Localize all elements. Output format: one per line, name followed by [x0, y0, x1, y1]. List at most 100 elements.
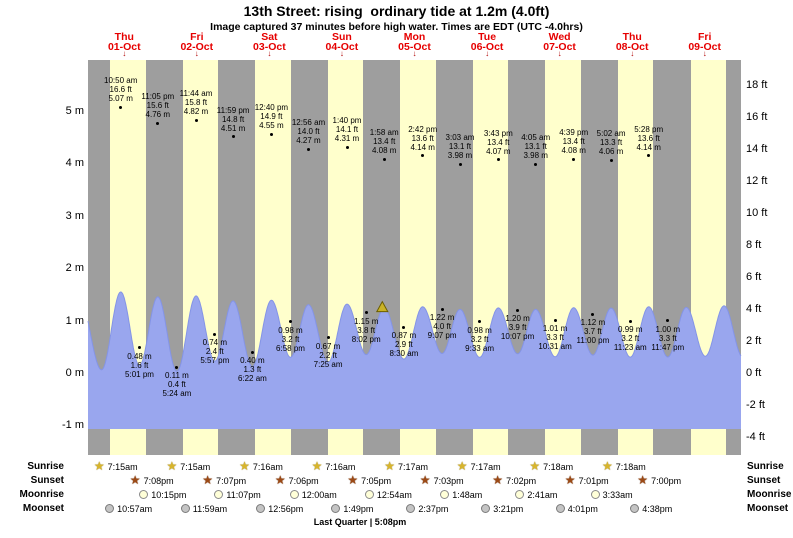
moonset-moon-icon [256, 504, 266, 513]
moonset-entry: 4:01pm [555, 502, 598, 515]
day-label: Tue 06-Oct [471, 31, 504, 53]
annotation-line: 3.2 ft [621, 334, 640, 344]
tide-low-annotation: 0.74 m 2.4 ft 5:57 pm [200, 338, 229, 365]
moonset-entry: 11:59am [180, 502, 227, 515]
sunset-entry: ★ 7:01pm [565, 474, 609, 487]
annotation-line: 4.08 m [561, 146, 586, 155]
moonrise-entry: 12:00am [289, 488, 337, 501]
annotation-line: 0.74 m [202, 338, 228, 348]
day-band [400, 60, 436, 455]
tide-low-annotation: 0.40 m 1.3 ft 6:22 am [238, 356, 267, 383]
sunrise-star-icon: ★ [384, 459, 395, 473]
page-title: 13th Street: rising ordinary tide at 1.2… [243, 3, 550, 19]
tide-extreme-dot [364, 311, 368, 315]
moonset-entry: 3:21pm [481, 502, 523, 515]
moonrise-entry: 2:41am [515, 488, 557, 501]
sunset-star-icon: ★ [129, 473, 141, 487]
sunrise-time: 7:15am [107, 461, 138, 472]
annotation-line: 10:50 am [104, 76, 138, 86]
y-axis-label-ft: -4 ft [746, 431, 765, 443]
tide-extreme-dot [231, 135, 235, 138]
moonset-time: 2:37pm [418, 503, 449, 514]
sunset-time: 7:08pm [143, 475, 174, 486]
day-label-date: 04-Oct [325, 41, 359, 53]
moonset-entry: 2:37pm [406, 502, 448, 515]
day-label-dow: Wed [548, 31, 571, 43]
tide-high-annotation: 4:39 pm 13.4 ft 4.08 m [559, 128, 588, 155]
moon-phase-label: Last Quarter | 5:08pm [313, 517, 407, 527]
day-label-date: 07-Oct [543, 41, 576, 53]
annotation-line: 5:28 pm [634, 124, 664, 134]
annotation-line: 14.8 ft [221, 114, 245, 124]
moonrise-time: 11:07pm [226, 489, 261, 500]
annotation-line: 3.98 m [447, 151, 473, 161]
annotation-line: 1.20 m [505, 314, 530, 324]
sunset-entry: ★ 7:00pm [637, 474, 681, 487]
sunset-entry: ★ 7:06pm [275, 474, 319, 487]
day-arrow-icon: ↓ [557, 49, 562, 58]
sunset-star-icon: ★ [202, 473, 214, 487]
annotation-line: 13.1 ft [448, 142, 472, 152]
sunrise-entry: ★ 7:15am [167, 460, 211, 473]
tide-extreme-dot [269, 132, 273, 136]
annotation-line: 12:56 am [291, 118, 326, 128]
annotation-line: 3.7 ft [583, 327, 602, 337]
annotation-line: 6:58 pm [276, 343, 305, 353]
annotation-line: 16.6 ft [109, 85, 132, 95]
sunset-entry: ★ 7:08pm [130, 474, 174, 487]
annotation-line: 13.6 ft [637, 133, 660, 143]
annotation-line: 4.0 ft [433, 322, 451, 331]
annotation-line: 0.48 m [127, 351, 152, 361]
sunrise-time: 7:17am [397, 461, 428, 472]
annotation-line: 4.82 m [183, 107, 209, 117]
moonset-moon-icon [630, 504, 640, 513]
sunrise-star-icon: ★ [529, 459, 541, 473]
tide-low-annotation: 1.00 m 3.3 ft 11:47 pm [651, 325, 684, 352]
sunset-time: 7:02pm [506, 475, 537, 486]
moonrise-entry: 12:54am [364, 488, 412, 501]
moonset-moon-icon [481, 504, 491, 513]
tide-extreme-dot [609, 158, 613, 162]
tide-extreme-dot [156, 121, 160, 125]
tide-extreme-dot [421, 154, 425, 158]
sunset-row-label-left: Sunset [30, 475, 64, 486]
annotation-line: 6:22 am [237, 374, 267, 383]
moonrise-moon-icon [214, 490, 224, 499]
tide-extreme-dot [119, 105, 123, 109]
y-axis-label-ft: 18 ft [746, 79, 768, 92]
day-label: Sat 03-Oct [253, 32, 286, 53]
annotation-line: 5:57 pm [200, 356, 230, 366]
tide-low-annotation: 0.98 m 3.2 ft 6:58 pm [276, 326, 305, 353]
annotation-line: 4.08 m [371, 146, 397, 155]
day-label-date: 09-Oct [688, 41, 722, 53]
day-label-dow: Tue [478, 31, 497, 43]
tide-extreme-dot [345, 145, 349, 149]
tide-extreme-dot [382, 157, 386, 161]
moonset-moon-icon [331, 504, 341, 513]
y-axis-label-ft: 8 ft [746, 239, 762, 252]
annotation-line: 4.31 m [334, 134, 360, 143]
annotation-line: 3.98 m [523, 151, 548, 161]
sunrise-star-icon: ★ [93, 459, 105, 473]
annotation-line: 2.4 ft [205, 347, 224, 357]
annotation-line: 13.4 ft [373, 137, 396, 146]
day-label: Fri 02-Oct [180, 32, 214, 53]
y-axis-label-ft: 2 ft [746, 335, 762, 347]
sunrise-time: 7:18am [543, 461, 574, 472]
sunset-time: 7:03pm [433, 475, 464, 486]
tide-high-annotation: 12:56 am 14.0 ft 4.27 m [292, 118, 325, 145]
y-axis-label-ft: 6 ft [746, 271, 762, 284]
annotation-line: 1:40 pm [332, 116, 362, 125]
annotation-line: 3.2 ft [470, 334, 489, 344]
moonrise-row-label-right: Moonrise [747, 489, 792, 500]
day-arrow-icon: ↓ [702, 49, 707, 58]
y-axis-label-m: 5 m [65, 104, 84, 117]
day-label-dow: Fri [697, 31, 712, 43]
y-axis-label-m: 1 m [65, 314, 84, 327]
sunset-time: 7:00pm [651, 475, 682, 486]
moonrise-moon-icon [515, 490, 525, 499]
day-label-date: 02-Oct [180, 41, 214, 53]
moonset-entry: 4:38pm [630, 502, 672, 515]
moonset-moon-icon [406, 504, 416, 513]
sunset-entry: ★ 7:05pm [347, 474, 391, 487]
